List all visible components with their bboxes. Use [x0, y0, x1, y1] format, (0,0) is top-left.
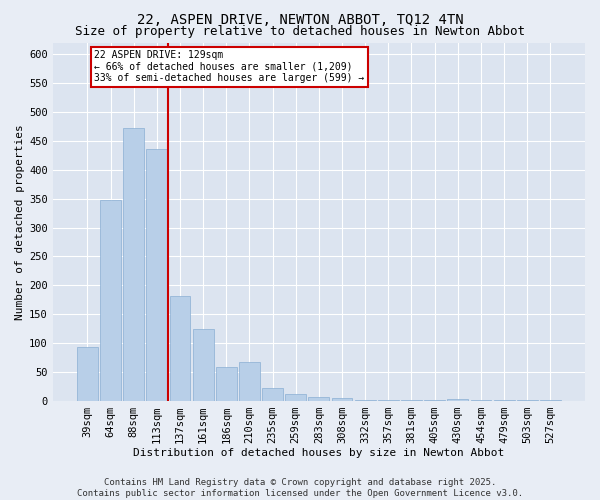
Text: 22, ASPEN DRIVE, NEWTON ABBOT, TQ12 4TN: 22, ASPEN DRIVE, NEWTON ABBOT, TQ12 4TN [137, 12, 463, 26]
Bar [378, 400, 399, 401]
Bar [77, 347, 98, 401]
Bar [286, 394, 306, 401]
Bar [239, 362, 260, 401]
Bar [448, 398, 468, 401]
Text: Contains HM Land Registry data © Crown copyright and database right 2025.
Contai: Contains HM Land Registry data © Crown c… [77, 478, 523, 498]
Bar [123, 128, 144, 401]
Bar [262, 388, 283, 401]
Bar [193, 330, 214, 401]
Text: 22 ASPEN DRIVE: 129sqm
← 66% of detached houses are smaller (1,209)
33% of semi-: 22 ASPEN DRIVE: 129sqm ← 66% of detached… [94, 50, 365, 83]
X-axis label: Distribution of detached houses by size in Newton Abbot: Distribution of detached houses by size … [133, 448, 505, 458]
Y-axis label: Number of detached properties: Number of detached properties [15, 124, 25, 320]
Bar [494, 400, 515, 401]
Bar [308, 397, 329, 401]
Bar [401, 400, 422, 401]
Bar [332, 398, 352, 401]
Bar [470, 400, 491, 401]
Bar [146, 150, 167, 401]
Bar [100, 200, 121, 401]
Bar [355, 400, 376, 401]
Bar [540, 400, 561, 401]
Bar [170, 296, 190, 401]
Bar [517, 400, 538, 401]
Bar [216, 368, 237, 401]
Text: Size of property relative to detached houses in Newton Abbot: Size of property relative to detached ho… [75, 25, 525, 38]
Bar [424, 400, 445, 401]
